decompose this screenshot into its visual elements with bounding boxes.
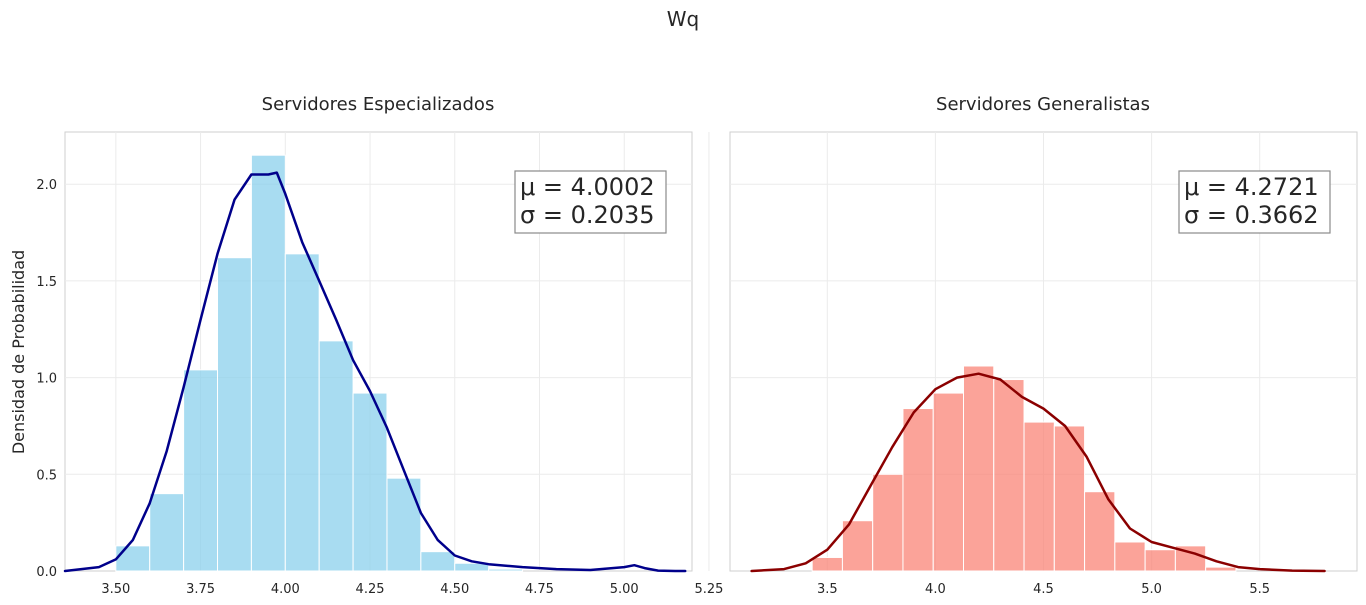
stats-std: σ = 0.2035 bbox=[520, 201, 655, 229]
histogram-bar bbox=[1144, 549, 1176, 572]
kde-line bbox=[750, 372, 1326, 573]
histogram-bar bbox=[115, 545, 151, 572]
stats-box bbox=[514, 170, 667, 234]
histogram-bar bbox=[284, 253, 320, 572]
histogram-bar bbox=[318, 340, 354, 572]
stats-annotation: μ = 4.0002 σ = 0.2035 bbox=[514, 170, 667, 234]
y-tick-labels: 0.0 0.5 1.0 1.5 2.0 bbox=[36, 178, 57, 580]
stats-annotation: μ = 4.2721 σ = 0.3662 bbox=[1178, 170, 1331, 234]
histogram-bar bbox=[841, 520, 874, 572]
histogram-bar bbox=[217, 257, 252, 572]
histogram-bar bbox=[183, 369, 219, 572]
x-tick-label: 5.5 bbox=[1249, 582, 1270, 597]
x-tick-label: 4.00 bbox=[271, 582, 300, 597]
histogram-bar bbox=[932, 392, 965, 572]
histogram-bar bbox=[902, 408, 934, 572]
y-tick-label: 0.5 bbox=[36, 468, 57, 483]
chart-title: Servidores Especializados bbox=[262, 94, 495, 115]
x-tick-label: 3.75 bbox=[186, 582, 215, 597]
histogram-bars bbox=[115, 154, 524, 572]
x-tick-label: 5.0 bbox=[1141, 582, 1162, 597]
kde-curve bbox=[750, 372, 1326, 573]
histogram-bar bbox=[1023, 421, 1055, 572]
x-tick-label: 4.0 bbox=[925, 582, 946, 597]
histogram-bar bbox=[963, 365, 995, 572]
histogram-bar bbox=[454, 562, 490, 572]
chart-title: Servidores Generalistas bbox=[936, 94, 1150, 115]
histogram-bar bbox=[811, 556, 843, 572]
x-tick-labels: 3.50 3.75 4.00 4.25 4.50 4.75 5.00 5.25 bbox=[101, 582, 723, 597]
x-tick-label: 4.75 bbox=[525, 582, 554, 597]
kde-line bbox=[63, 171, 687, 573]
chart-especializados: 3.50 3.75 4.00 4.25 4.50 4.75 5.00 5.25 0.0 0.5 1… bbox=[9, 94, 723, 597]
y-tick-label: 1.0 bbox=[36, 372, 57, 387]
x-tick-label: 4.50 bbox=[440, 582, 469, 597]
y-tick-label: 0.0 bbox=[36, 565, 57, 580]
histogram-bar bbox=[488, 568, 524, 572]
histogram-bar bbox=[386, 477, 422, 572]
histogram-bar bbox=[1084, 491, 1116, 572]
chart-generalistas: 3.5 4.0 4.5 5.0 5.5 Servidores Generalistas … bbox=[729, 94, 1358, 597]
x-tick-label: 3.50 bbox=[101, 582, 130, 597]
x-tick-label: 4.5 bbox=[1033, 582, 1054, 597]
stats-mean: μ = 4.2721 bbox=[1184, 173, 1319, 201]
histogram-bar bbox=[1114, 541, 1146, 572]
x-tick-labels: 3.5 4.0 4.5 5.0 5.5 bbox=[817, 582, 1270, 597]
histogram-bar bbox=[872, 473, 904, 572]
histogram-bar bbox=[149, 493, 185, 572]
histogram-bar bbox=[1205, 566, 1237, 572]
histogram-bar bbox=[250, 154, 286, 572]
figure-suptitle: Wq bbox=[667, 7, 699, 31]
histogram-bars bbox=[811, 365, 1237, 572]
histogram-bar bbox=[420, 551, 456, 572]
y-axis-label: Densidad de Probabilidad bbox=[9, 250, 28, 454]
x-tick-label: 4.25 bbox=[356, 582, 385, 597]
stats-box bbox=[1178, 170, 1331, 234]
x-tick-label: 5.00 bbox=[610, 582, 639, 597]
kde-curve bbox=[63, 171, 687, 573]
y-tick-label: 1.5 bbox=[36, 275, 57, 290]
stats-std: σ = 0.3662 bbox=[1184, 201, 1319, 229]
x-tick-label: 5.25 bbox=[694, 582, 723, 597]
histogram-bar bbox=[1053, 425, 1086, 572]
y-tick-label: 2.0 bbox=[36, 178, 57, 193]
histogram-bar bbox=[993, 379, 1025, 572]
x-tick-label: 3.5 bbox=[817, 582, 838, 597]
stats-mean: μ = 4.0002 bbox=[520, 173, 655, 201]
